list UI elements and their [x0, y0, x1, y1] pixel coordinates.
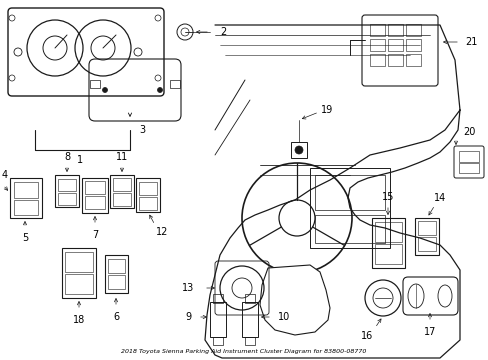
Text: 21: 21	[464, 37, 476, 47]
Text: 11: 11	[116, 152, 128, 162]
Text: 18: 18	[73, 315, 85, 325]
Text: 8: 8	[64, 152, 70, 162]
Text: 16: 16	[360, 331, 372, 341]
Text: 9: 9	[185, 312, 192, 322]
Text: 6: 6	[113, 312, 119, 322]
Text: 4: 4	[2, 170, 8, 180]
Polygon shape	[260, 265, 329, 335]
Text: 12: 12	[156, 227, 168, 237]
Text: 7: 7	[92, 230, 98, 240]
Text: 20: 20	[462, 127, 474, 137]
Text: 17: 17	[423, 327, 435, 337]
Circle shape	[294, 146, 303, 154]
Text: 5: 5	[22, 233, 28, 243]
Text: 3: 3	[139, 125, 145, 135]
Text: 14: 14	[433, 193, 445, 203]
Text: 2: 2	[220, 27, 226, 37]
Text: 1: 1	[77, 155, 83, 165]
Text: 10: 10	[278, 312, 290, 322]
Circle shape	[102, 87, 107, 93]
Text: 19: 19	[320, 105, 332, 115]
Text: 13: 13	[182, 283, 194, 293]
Circle shape	[157, 87, 162, 93]
Text: 15: 15	[381, 192, 393, 202]
Text: 2018 Toyota Sienna Parking Aid Instrument Cluster Diagram for 83800-08770: 2018 Toyota Sienna Parking Aid Instrumen…	[121, 350, 366, 355]
